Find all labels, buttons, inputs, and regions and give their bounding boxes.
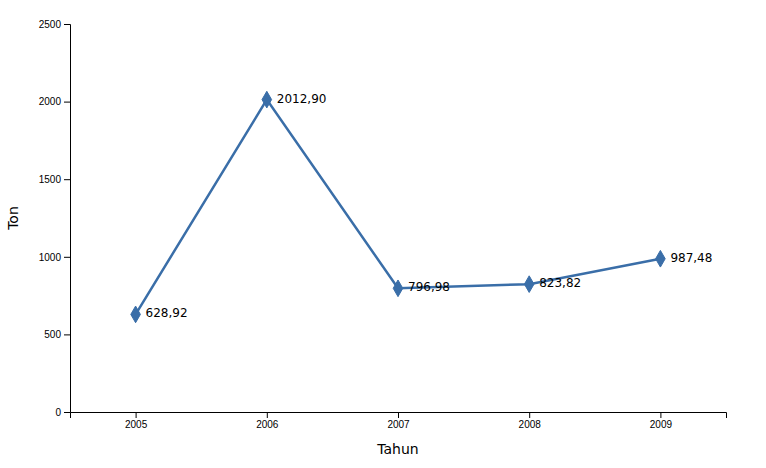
x-tick: 2009 [650,412,673,430]
data-label: 823,82 [539,276,581,290]
y-tick-mark [64,179,70,180]
data-label: 2012,90 [277,92,327,106]
y-tick-mark [64,24,70,25]
y-tick-mark [64,102,70,103]
x-tick-mark [267,412,268,418]
marker [131,306,141,323]
chart-container: 2005 2006 2007 2008 2009 0 500 1000 1500 2000 2500… [0,0,766,468]
y-tick: 0 [55,407,70,418]
x-axis-title: Tahun [376,441,418,457]
line [136,100,661,315]
data-labels: 628,92 2012,90 796,98 823,82 987,48 [146,92,713,321]
y-tick: 1500 [39,174,70,185]
marker [262,91,272,108]
y-tick: 2000 [39,96,70,107]
marker [656,250,666,267]
y-tick: 1000 [39,252,70,263]
y-tick: 500 [44,329,70,340]
x-tick-mark [136,412,137,418]
x-tick: 2005 [125,412,148,430]
y-axis-line [64,25,71,413]
marker [524,276,534,293]
y-tick-mark [64,412,70,413]
data-label: 628,92 [146,306,188,320]
y-tick-mark [64,334,70,335]
x-tick-label: 2006 [256,419,279,430]
y-axis-title: Ton [5,206,21,231]
x-tick-mark [529,412,530,418]
x-tick-mark [398,412,399,418]
y-tick-label: 2000 [39,96,62,107]
plot-area: 2005 2006 2007 2008 2009 0 500 1000 1500 2000 2500… [5,19,727,457]
y-tick-label: 1500 [39,174,62,185]
marks [131,91,665,322]
x-tick-label: 2009 [650,419,673,430]
chart-svg: 2005 2006 2007 2008 2009 0 500 1000 1500 2000 2500… [0,0,766,468]
x-axis-line [71,413,727,419]
data-label: 796,98 [408,280,450,294]
data-label: 987,48 [670,251,712,265]
y-axis: 0 500 1000 1500 2000 2500 [39,19,71,418]
y-tick-mark [64,257,70,258]
y-tick-label: 0 [55,407,61,418]
x-tick-label: 2007 [387,419,410,430]
y-tick-label: 1000 [39,252,62,263]
x-tick: 2006 [256,412,279,430]
y-tick: 2500 [39,19,70,30]
y-tick-label: 500 [44,329,61,340]
y-tick-label: 2500 [39,19,62,30]
marker [393,280,403,297]
x-tick-label: 2005 [125,419,148,430]
x-tick: 2007 [387,412,410,430]
x-tick: 2008 [519,412,542,430]
x-tick-mark [660,412,661,418]
x-tick-label: 2008 [519,419,542,430]
x-axis: 2005 2006 2007 2008 2009 [71,412,727,430]
